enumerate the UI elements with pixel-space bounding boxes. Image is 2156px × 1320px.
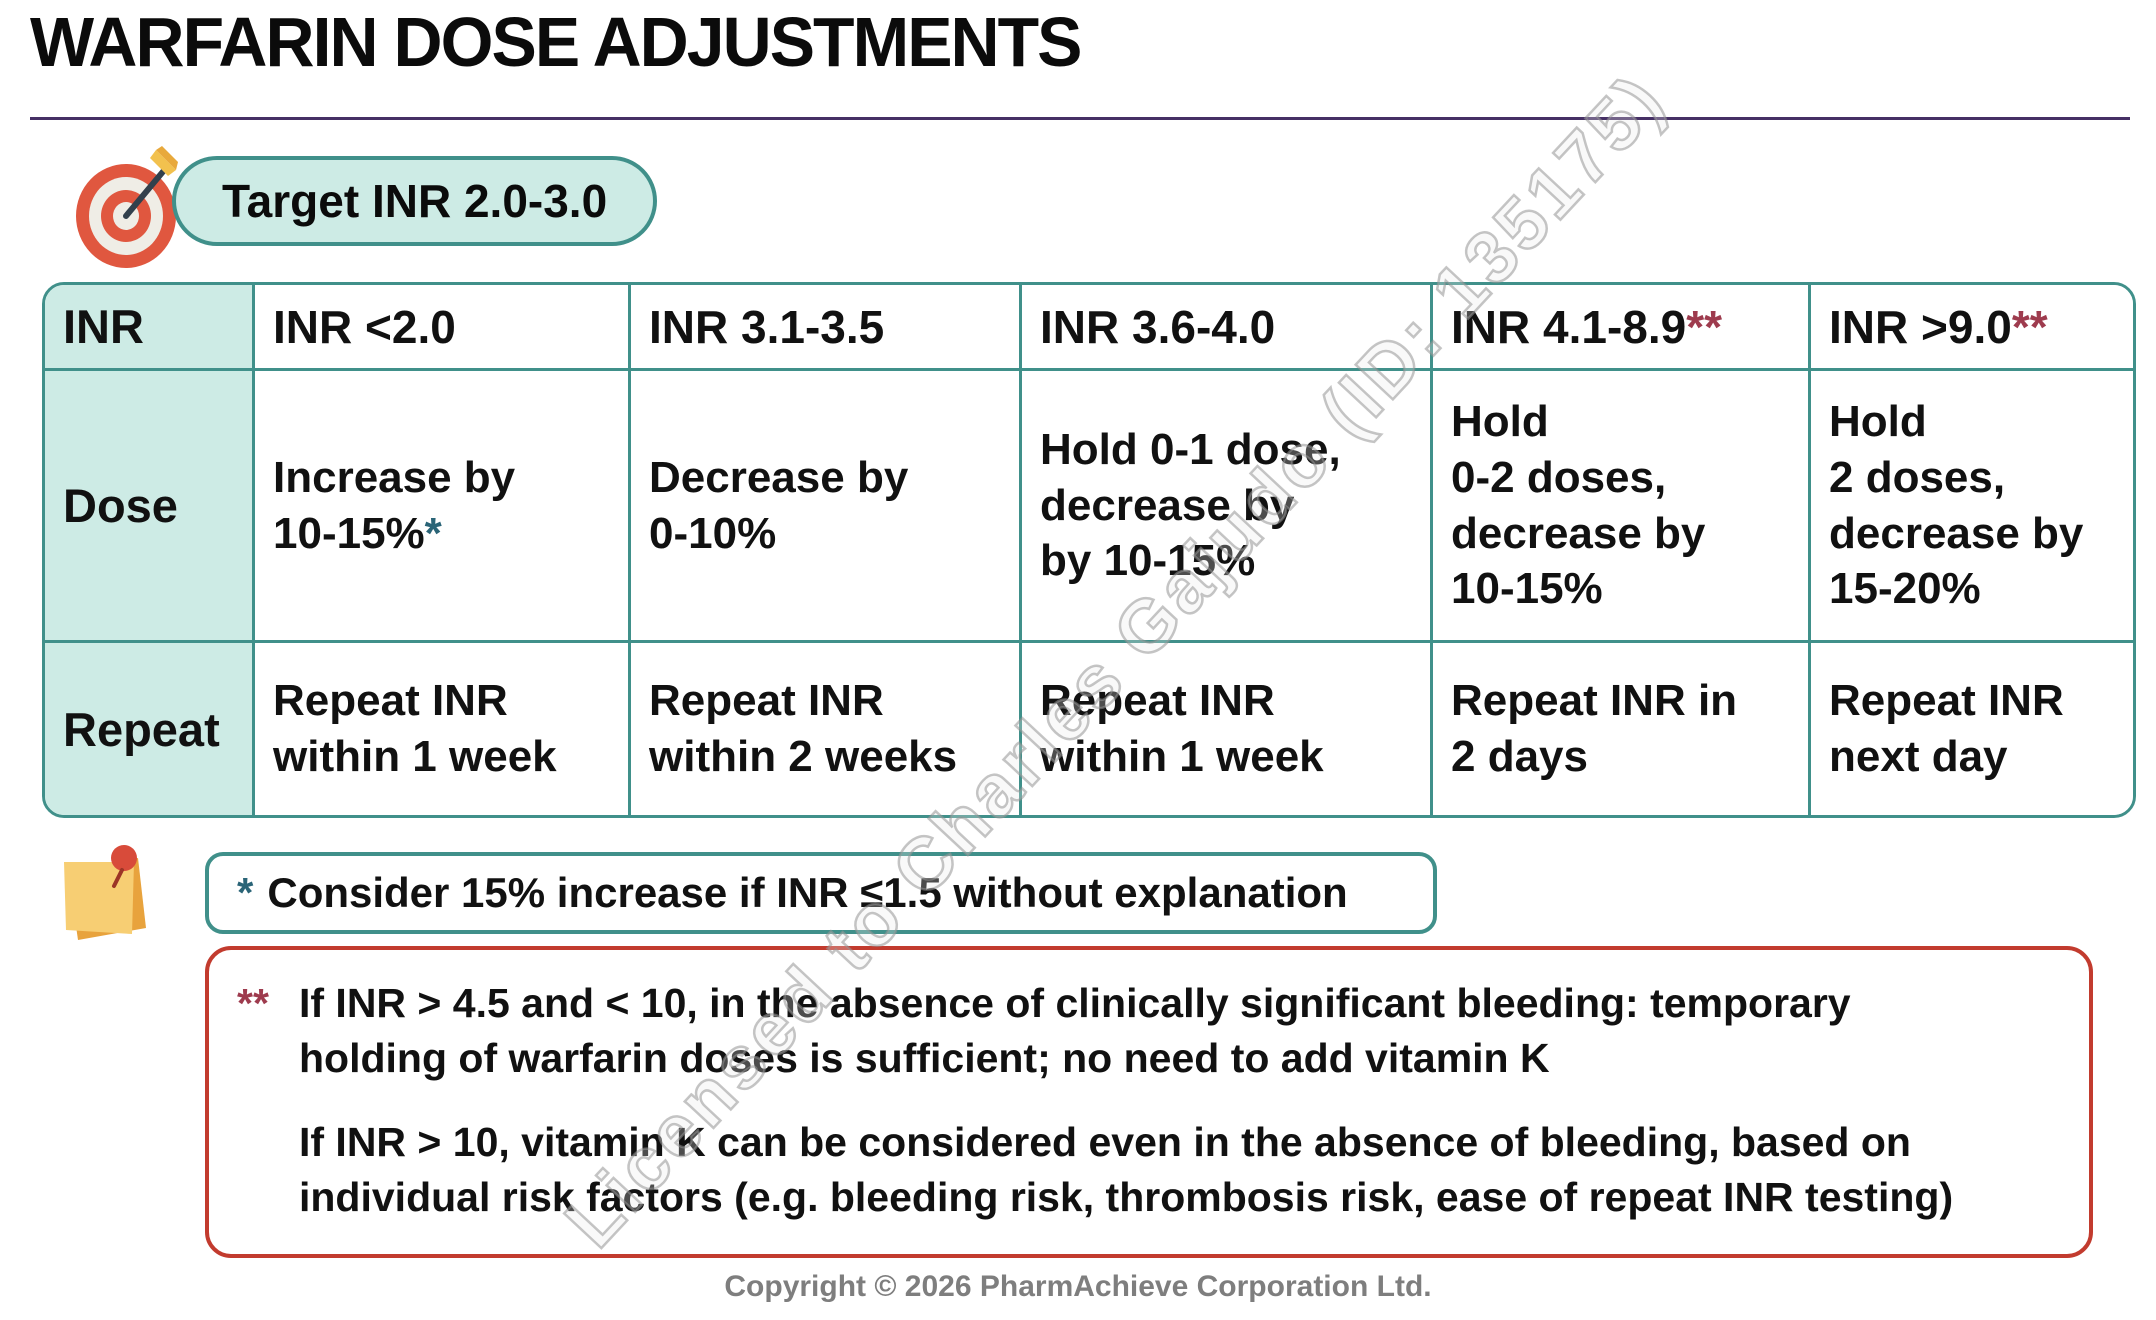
repeat-cell: Repeat INR within 1 week xyxy=(1022,643,1433,815)
header-cell: INR 3.6-4.0 xyxy=(1022,285,1433,371)
double-note-paragraph-2: If INR > 10, vitamin K can be considered… xyxy=(299,1119,1954,1220)
dose-cell: Hold 0-1 dose, decrease by by 10-15% xyxy=(1022,371,1433,643)
repeat-cell: Repeat INR next day xyxy=(1811,643,2133,815)
asterisk-marker: ** xyxy=(1686,300,1723,353)
target-bullseye-icon xyxy=(76,146,178,268)
dose-cell: Hold 2 doses, decrease by 15-20% xyxy=(1811,371,2133,643)
asterisk-marker: * xyxy=(424,508,442,558)
repeat-cell: Repeat INR in 2 days xyxy=(1433,643,1811,815)
single-note-text: Consider 15% increase if INR ≤1.5 withou… xyxy=(267,869,1348,916)
single-asterisk-note: * Consider 15% increase if INR ≤1.5 witho… xyxy=(205,852,1437,935)
double-note-paragraph-1: If INR > 4.5 and < 10, in the absence of… xyxy=(299,980,1851,1081)
header-cell: INR <2.0 xyxy=(255,285,631,371)
asterisk-marker: ** xyxy=(2011,300,2048,353)
header-cell: INR 4.1-8.9** xyxy=(1433,285,1811,371)
repeat-cell: Repeat INR within 2 weeks xyxy=(631,643,1022,815)
page-title: WARFARIN DOSE ADJUSTMENTS xyxy=(30,3,1082,81)
sticky-note-icon xyxy=(64,845,146,940)
header-cell: INR >9.0** xyxy=(1811,285,2133,371)
repeat-cell: Repeat INR within 1 week xyxy=(255,643,631,815)
table-row-label-dose: Dose xyxy=(45,371,255,643)
copyright-footer: Copyright © 2026 PharmAchieve Corporatio… xyxy=(724,1270,1432,1303)
table-row-label-repeat: Repeat xyxy=(45,643,255,815)
asterisk-marker: ** xyxy=(237,980,269,1026)
asterisk-marker: * xyxy=(237,869,254,916)
title-divider xyxy=(30,117,2130,120)
double-asterisk-note: ** If INR > 4.5 and < 10, in the absence… xyxy=(205,946,2093,1259)
table-row-label-inr: INR xyxy=(45,285,255,371)
target-inr-label: Target INR 2.0-3.0 xyxy=(222,175,608,227)
dose-cell: Decrease by 0-10% xyxy=(631,371,1022,643)
header-cell: INR 3.1-3.5 xyxy=(631,285,1022,371)
dose-adjustment-table: INR INR <2.0 INR 3.1-3.5 INR 3.6-4.0 INR… xyxy=(42,282,2136,818)
target-inr-badge: Target INR 2.0-3.0 xyxy=(172,156,658,246)
dose-cell: Hold 0-2 doses, decrease by 10-15% xyxy=(1433,371,1811,643)
dose-cell: Increase by 10-15%* xyxy=(255,371,631,643)
